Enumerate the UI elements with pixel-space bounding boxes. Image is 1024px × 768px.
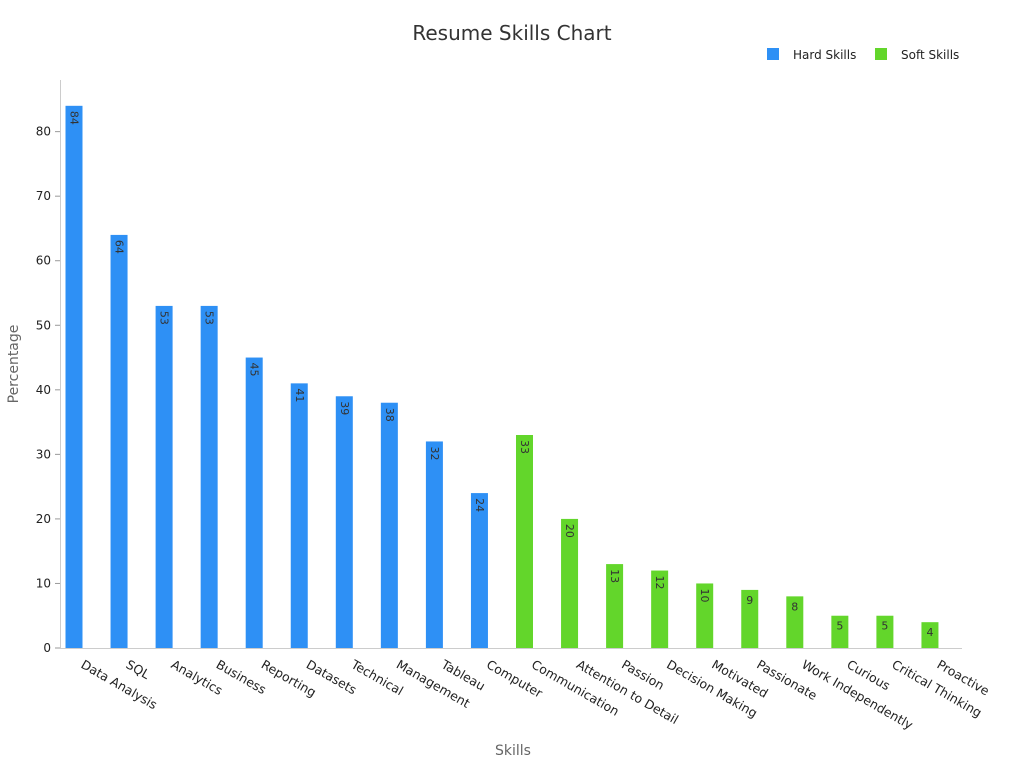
data-label-decision-making: 12	[653, 576, 666, 590]
bar-data-analysis[interactable]	[65, 105, 83, 649]
x-axis-title: Skills	[495, 743, 531, 759]
y-axis-ticks: 0 10 20 30 40 50 60 70 80	[36, 125, 60, 655]
y-tick-label-0: 0	[43, 641, 51, 655]
y-tick-label-60: 60	[36, 254, 51, 268]
legend-swatch-soft-skills	[875, 48, 887, 60]
x-tick-label-business: Business	[214, 657, 269, 698]
data-label-motivated: 10	[698, 588, 711, 602]
y-tick-label-20: 20	[36, 512, 51, 526]
bars: 84 64 53 53 45 41 39 38 32 24 33 20 13 12 10 9 8 5 5 4	[65, 105, 939, 649]
data-label-data-analysis: 84	[68, 111, 81, 125]
bar-tableau[interactable]	[425, 441, 443, 648]
data-label-business: 53	[203, 311, 216, 325]
data-label-technical: 39	[338, 401, 351, 415]
bar-business[interactable]	[200, 305, 218, 648]
data-label-communication: 33	[518, 440, 531, 454]
data-label-datasets: 41	[293, 388, 306, 402]
y-tick-label-10: 10	[36, 576, 51, 590]
bar-datasets[interactable]	[290, 383, 308, 648]
data-label-passion: 13	[608, 569, 621, 583]
bar-technical[interactable]	[335, 396, 353, 648]
bar-critical-thinking[interactable]	[876, 615, 894, 648]
legend-label-hard-skills: Hard Skills	[793, 48, 856, 62]
data-label-critical-thinking: 5	[881, 620, 888, 633]
bar-sql[interactable]	[110, 234, 128, 648]
y-tick-label-70: 70	[36, 189, 51, 203]
data-label-attention-to-detail: 20	[563, 524, 576, 538]
bar-communication[interactable]	[516, 435, 533, 648]
bar-motivated[interactable]	[696, 583, 714, 648]
data-label-passionate: 9	[746, 594, 753, 607]
bar-reporting[interactable]	[245, 357, 263, 648]
chart-title: Resume Skills Chart	[412, 21, 611, 45]
bar-proactive[interactable]	[921, 622, 939, 648]
legend-swatch-hard-skills	[767, 48, 779, 60]
y-tick-label-50: 50	[36, 318, 51, 332]
bar-analytics[interactable]	[155, 305, 173, 648]
data-label-reporting: 45	[248, 363, 261, 377]
y-tick-label-40: 40	[36, 383, 51, 397]
data-label-proactive: 4	[926, 626, 933, 639]
data-label-sql: 64	[113, 240, 126, 254]
y-tick-label-80: 80	[36, 125, 51, 139]
data-label-tableau: 32	[428, 446, 441, 460]
bar-curious[interactable]	[831, 615, 849, 648]
bar-attention-to-detail[interactable]	[561, 518, 579, 648]
data-label-computer: 24	[473, 498, 486, 512]
data-label-analytics: 53	[158, 311, 171, 325]
bar-decision-making[interactable]	[651, 570, 669, 648]
bar-management[interactable]	[380, 402, 398, 648]
data-label-work-independently: 8	[791, 600, 798, 613]
y-axis-title: Percentage	[6, 325, 22, 404]
legend[interactable]: Hard Skills Soft Skills	[767, 48, 959, 62]
x-tick-label-sql: SQL	[124, 657, 153, 682]
data-label-management: 38	[383, 408, 396, 422]
legend-label-soft-skills: Soft Skills	[901, 48, 959, 62]
bar-passionate[interactable]	[741, 589, 759, 648]
bar-computer[interactable]	[470, 493, 488, 648]
data-label-curious: 5	[836, 620, 843, 633]
bar-work-independently[interactable]	[786, 596, 804, 648]
bar-passion[interactable]	[606, 564, 624, 648]
y-tick-label-30: 30	[36, 447, 51, 461]
x-tick-label-data-analysis: Data Analysis	[79, 657, 160, 713]
